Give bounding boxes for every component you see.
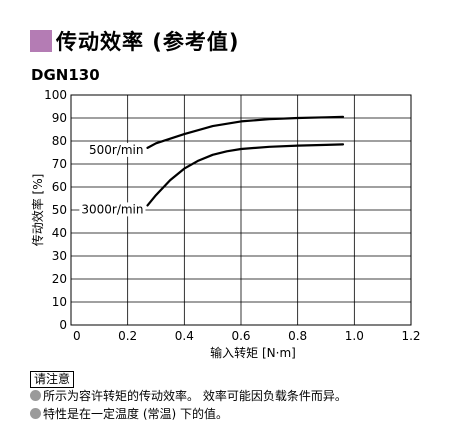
x-tick-label: 0.6 [231, 329, 250, 343]
y-tick-label: 0 [59, 318, 67, 332]
notice-item: 特性是在一定温度 (常温) 下的值。 [30, 405, 228, 422]
series-line [146, 143, 345, 207]
notice-box: 请注意 [30, 368, 75, 388]
notice-item: 所示为容许转矩的传动效率。 效率可能因负载条件而异。 [30, 387, 347, 404]
model-name: DGN130 [31, 66, 100, 84]
series-line [146, 115, 345, 149]
y-tick-label: 70 [52, 157, 67, 171]
x-tick-label: 0 [73, 329, 81, 343]
plot-frame [70, 94, 412, 326]
y-tick-label: 80 [52, 134, 67, 148]
y-tick-label: 50 [52, 203, 67, 217]
y-tick-label: 10 [52, 295, 67, 309]
series-label: 500r/min [89, 143, 144, 157]
y-tick-label: 90 [52, 111, 67, 125]
x-tick-label: 1.2 [401, 329, 420, 343]
y-tick-label: 100 [44, 88, 67, 102]
y-tick-label: 40 [52, 226, 67, 240]
series-label-background [86, 142, 146, 157]
notice-label: 请注意 [30, 371, 75, 388]
series-label: 3000r/min [81, 202, 143, 216]
x-tick-label: 0.4 [175, 329, 194, 343]
y-tick-label: 30 [52, 249, 67, 263]
x-axis-label: 输入转矩 [N·m] [210, 345, 296, 360]
notice-item-text: 所示为容许转矩的传动效率。 效率可能因负载条件而异。 [43, 389, 347, 403]
x-tick-label: 0.2 [118, 329, 137, 343]
bullet-icon [30, 408, 41, 419]
y-axis-label: 传动效率 [%] [30, 174, 45, 247]
page-title: 传动效率 (参考值) [56, 30, 240, 54]
x-tick-label: 1.0 [345, 329, 364, 343]
section-title: 传动效率 (参考值) [30, 28, 240, 54]
y-tick-label: 60 [52, 180, 67, 194]
efficiency-chart: 0 10 20 30 40 50 60 70 80 90 100 0 0.2 0.4 0.6 0.8 1.0 1.… [30, 88, 421, 360]
x-tick-label: 0.8 [288, 329, 307, 343]
y-tick-label: 20 [52, 272, 67, 286]
series-label-background [79, 202, 146, 217]
notice-item-text: 特性是在一定温度 (常温) 下的值。 [43, 407, 228, 421]
title-marker-square [30, 30, 52, 52]
bullet-icon [30, 390, 41, 401]
